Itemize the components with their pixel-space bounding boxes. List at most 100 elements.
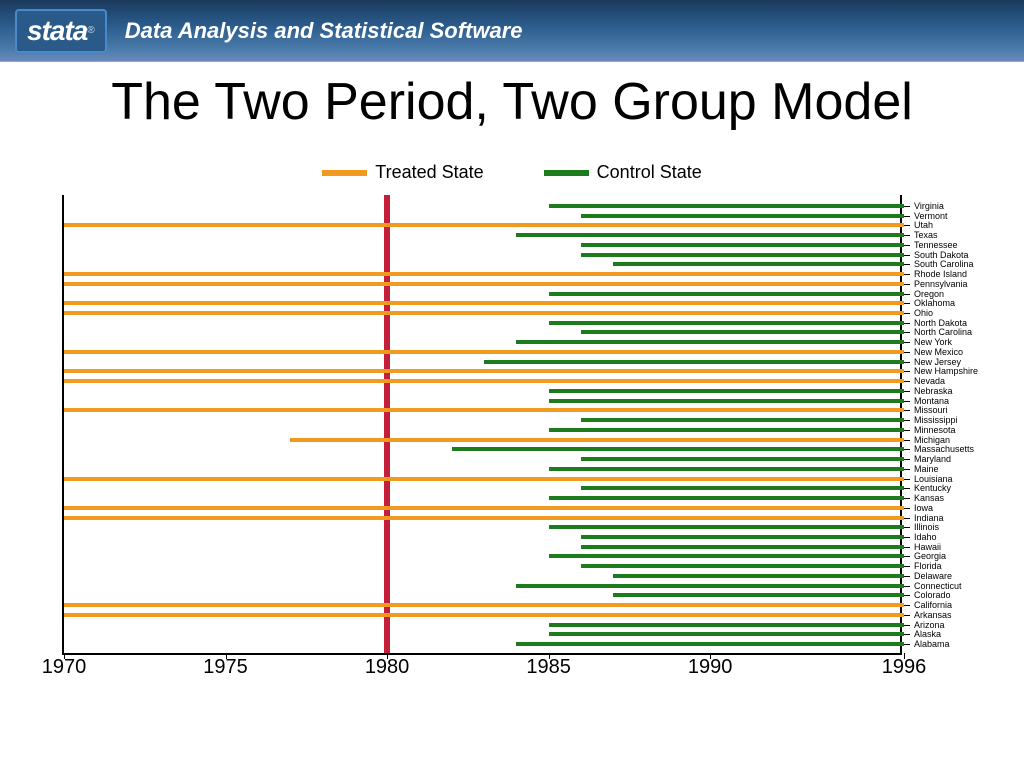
legend-treated-label: Treated State — [375, 162, 483, 183]
state-tick — [904, 615, 910, 616]
state-bar — [64, 311, 904, 315]
state-tick — [904, 430, 910, 431]
state-tick — [904, 595, 910, 596]
state-tick — [904, 576, 910, 577]
plot-area: VirginiaVermontUtahTexasTennesseeSouth D… — [62, 195, 902, 655]
state-bar — [516, 340, 904, 344]
state-label: Connecticut — [914, 581, 962, 591]
state-tick — [904, 323, 910, 324]
state-bar — [64, 369, 904, 373]
state-label: Rhode Island — [914, 269, 967, 279]
state-tick — [904, 245, 910, 246]
state-bar — [613, 593, 904, 597]
state-label: Illinois — [914, 522, 939, 532]
state-tick — [904, 352, 910, 353]
state-tick — [904, 342, 910, 343]
legend-treated: Treated State — [322, 162, 483, 183]
state-tick — [904, 625, 910, 626]
state-label: South Dakota — [914, 250, 969, 260]
legend-control-label: Control State — [597, 162, 702, 183]
state-label: South Carolina — [914, 259, 974, 269]
state-label: Arizona — [914, 620, 945, 630]
state-tick — [904, 401, 910, 402]
state-tick — [904, 216, 910, 217]
state-tick — [904, 566, 910, 567]
state-label: Alabama — [914, 639, 950, 649]
state-bar — [613, 262, 904, 266]
state-tick — [904, 420, 910, 421]
state-bar — [549, 496, 904, 500]
state-label: Kentucky — [914, 483, 951, 493]
state-label: Montana — [914, 396, 949, 406]
state-label: North Dakota — [914, 318, 967, 328]
state-label: Utah — [914, 220, 933, 230]
state-label: Florida — [914, 561, 942, 571]
state-bar — [64, 282, 904, 286]
state-bar — [64, 477, 904, 481]
state-bar — [549, 389, 904, 393]
legend: Treated State Control State — [32, 162, 992, 183]
state-bar — [549, 554, 904, 558]
state-bar — [64, 223, 904, 227]
state-bar — [484, 360, 904, 364]
state-label: Maine — [914, 464, 939, 474]
state-tick — [904, 449, 910, 450]
state-tick — [904, 235, 910, 236]
state-label: Missouri — [914, 405, 948, 415]
xtick-label: 1980 — [365, 656, 410, 679]
state-label: New York — [914, 337, 952, 347]
state-label: Louisiana — [914, 474, 953, 484]
state-bar — [549, 632, 904, 636]
state-tick — [904, 498, 910, 499]
state-tick — [904, 537, 910, 538]
state-tick — [904, 644, 910, 645]
state-bar — [581, 253, 904, 257]
state-tick — [904, 371, 910, 372]
logo-trademark: ® — [87, 25, 94, 36]
app-header: stata® Data Analysis and Statistical Sof… — [0, 0, 1024, 62]
state-tick — [904, 264, 910, 265]
state-bar — [581, 545, 904, 549]
state-label: Georgia — [914, 551, 946, 561]
state-bar — [581, 418, 904, 422]
state-label: Maryland — [914, 454, 951, 464]
state-label: Iowa — [914, 503, 933, 513]
state-bar — [549, 399, 904, 403]
state-tick — [904, 410, 910, 411]
state-label: North Carolina — [914, 327, 972, 337]
state-label: Michigan — [914, 435, 950, 445]
state-bar — [64, 301, 904, 305]
state-label: Oregon — [914, 289, 944, 299]
state-bar — [613, 574, 904, 578]
state-tick — [904, 303, 910, 304]
state-bar — [452, 447, 904, 451]
state-tick — [904, 284, 910, 285]
state-label: Kansas — [914, 493, 944, 503]
state-tick — [904, 508, 910, 509]
state-bar — [581, 330, 904, 334]
state-bar — [549, 428, 904, 432]
state-tick — [904, 362, 910, 363]
state-label: Arkansas — [914, 610, 952, 620]
state-bar — [581, 214, 904, 218]
state-bar — [549, 321, 904, 325]
state-label: Alaska — [914, 629, 941, 639]
state-bar — [581, 486, 904, 490]
state-tick — [904, 518, 910, 519]
state-label: Virginia — [914, 201, 944, 211]
state-bar — [64, 350, 904, 354]
state-tick — [904, 294, 910, 295]
state-tick — [904, 440, 910, 441]
state-label: Delaware — [914, 571, 952, 581]
state-tick — [904, 255, 910, 256]
state-tick — [904, 556, 910, 557]
state-bar — [64, 506, 904, 510]
state-tick — [904, 459, 910, 460]
state-bar — [64, 272, 904, 276]
state-bar — [64, 613, 904, 617]
state-bar — [64, 408, 904, 412]
chart-container: Treated State Control State VirginiaVerm… — [32, 162, 992, 685]
state-tick — [904, 206, 910, 207]
state-tick — [904, 527, 910, 528]
state-label: Minnesota — [914, 425, 956, 435]
